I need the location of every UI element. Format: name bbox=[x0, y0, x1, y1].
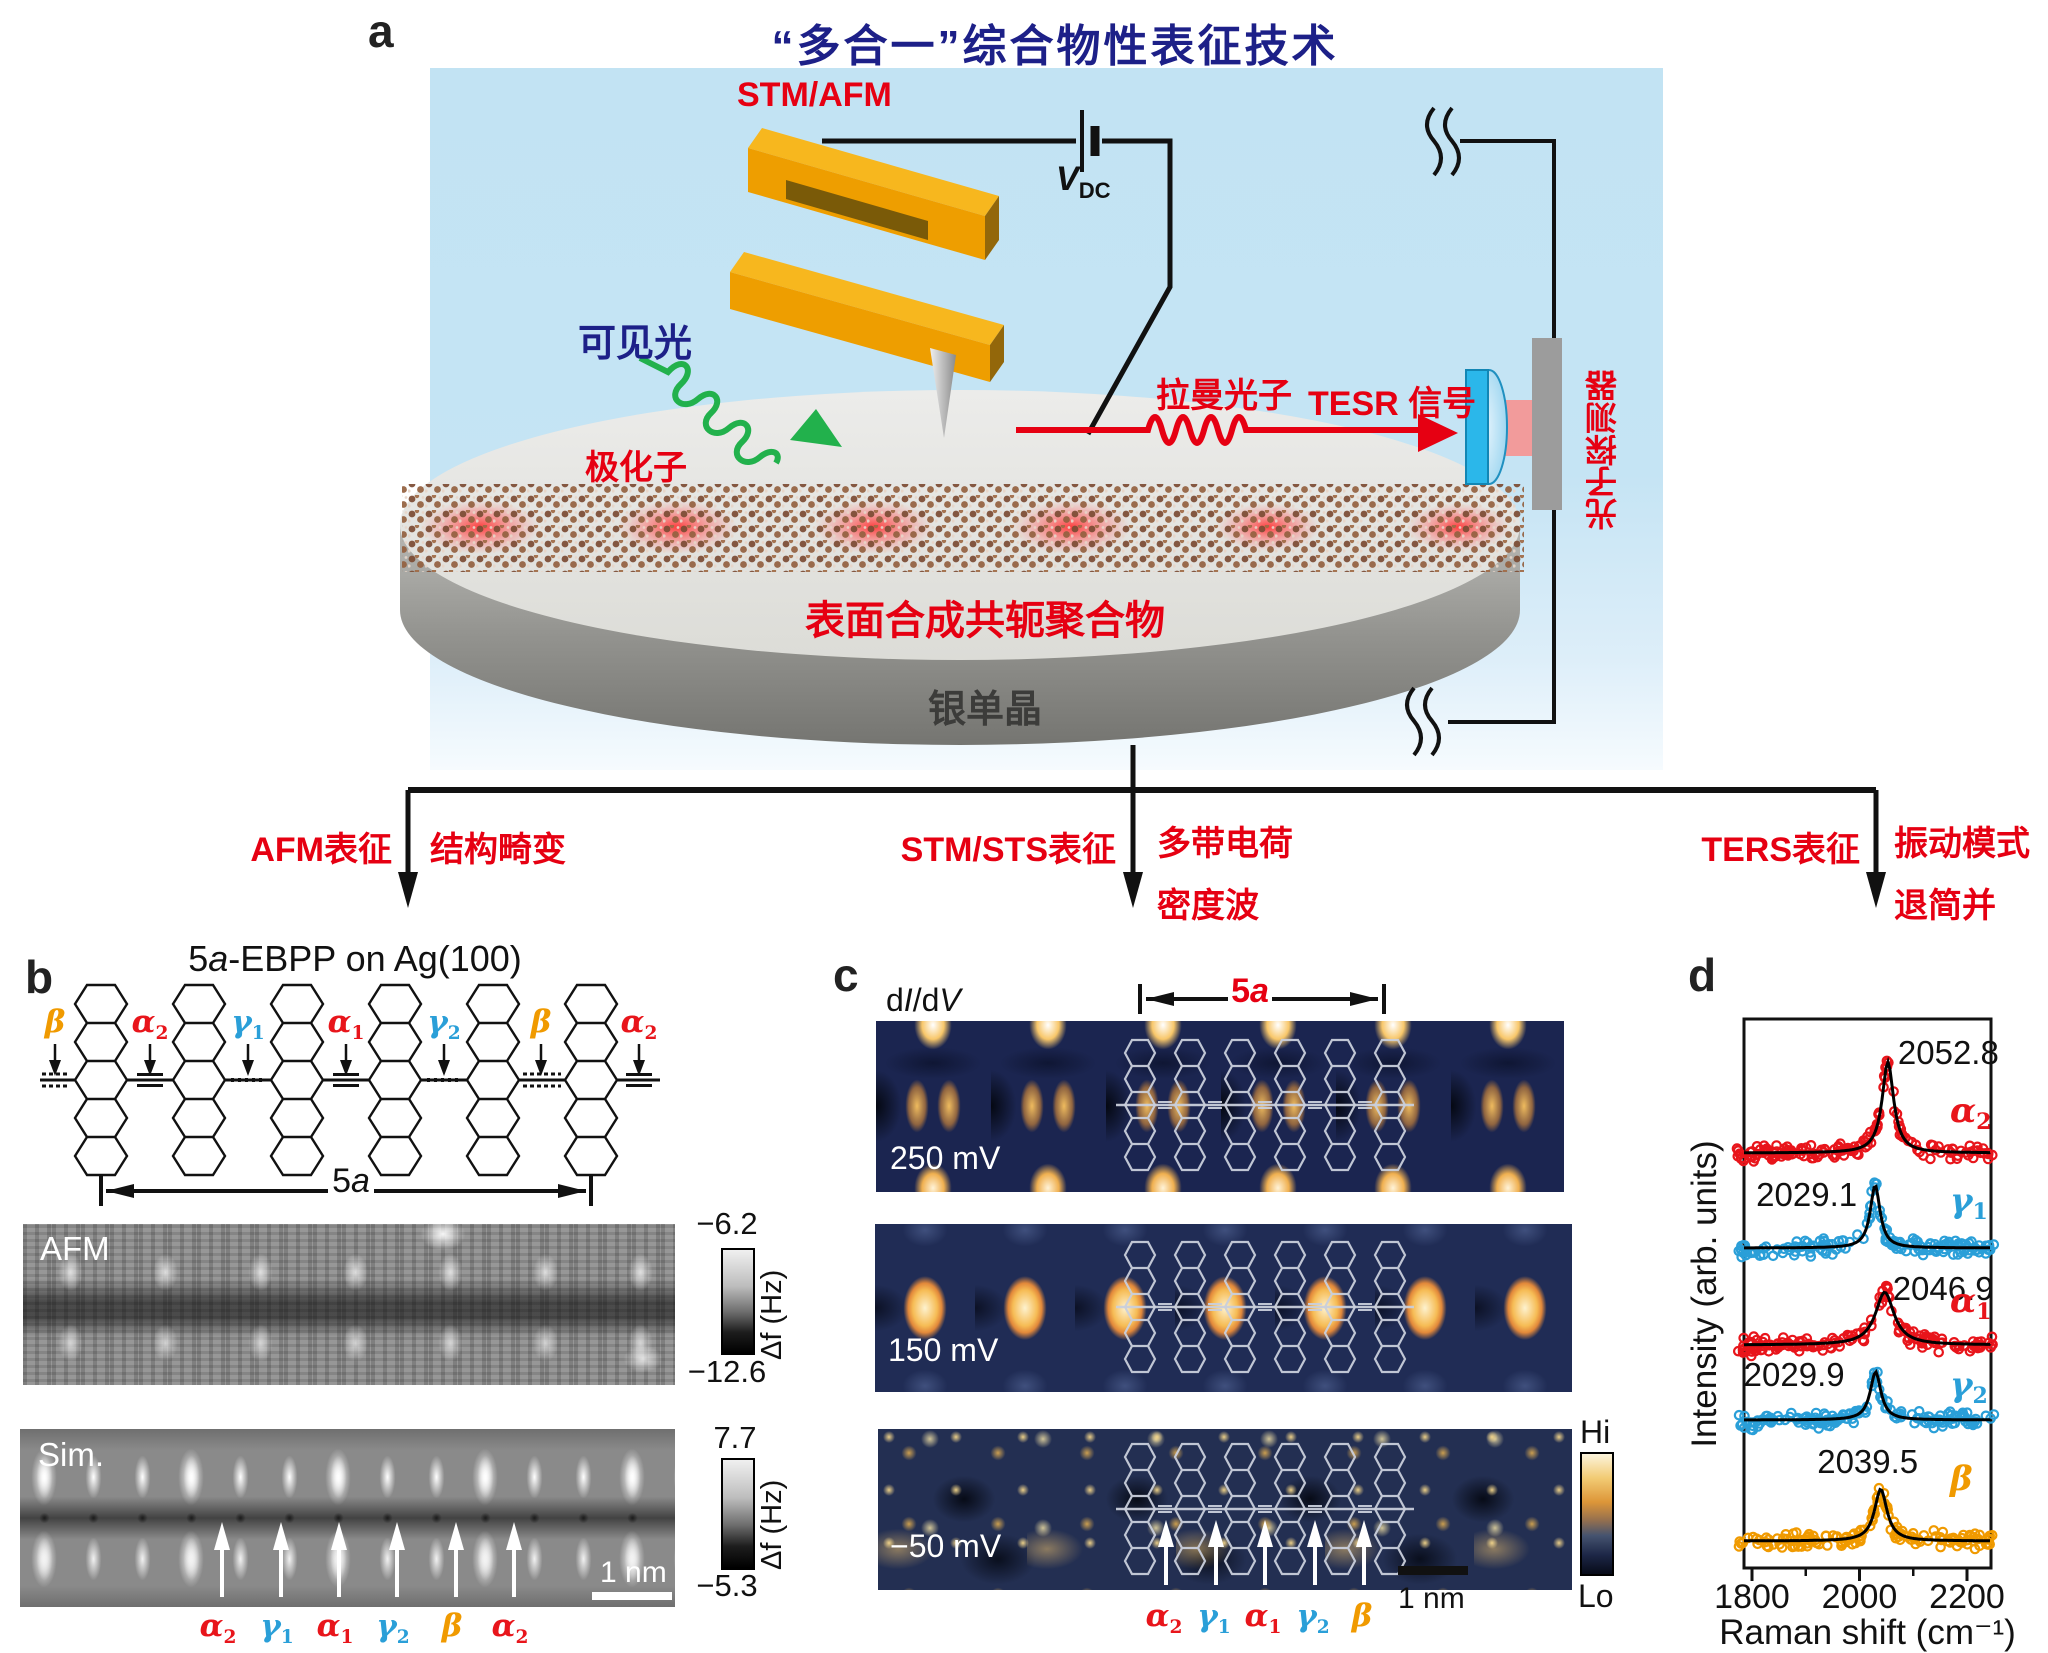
structure-chain-bonds bbox=[40, 1072, 660, 1088]
visible-light-label: 可见光 bbox=[578, 323, 693, 365]
sim-image-label: Sim. bbox=[38, 1436, 104, 1473]
sim-cbar-min: −5.3 bbox=[696, 1568, 758, 1603]
sim-site-5: α2 bbox=[491, 1608, 529, 1649]
svg-text:γ1: γ1 bbox=[1950, 1181, 1988, 1225]
branch-afm-method: AFM表征 bbox=[250, 831, 392, 869]
site-label-b-4: γ2 bbox=[427, 1004, 461, 1045]
site-label-b-0: β bbox=[44, 1004, 66, 1040]
didv-site-1: γ1 bbox=[1197, 1598, 1231, 1639]
branch-stm-result-2: 密度波 bbox=[1157, 887, 1259, 925]
sim-site-0: α2 bbox=[199, 1608, 237, 1649]
svg-text:1800: 1800 bbox=[1714, 1578, 1790, 1616]
didv-map-minus50mv bbox=[878, 1429, 1572, 1590]
sim-site-1: γ1 bbox=[260, 1608, 294, 1649]
site-pointer-arrows bbox=[49, 1044, 645, 1076]
svg-text:α2: α2 bbox=[1950, 1091, 1991, 1135]
svg-text:β: β bbox=[1948, 1459, 1973, 1499]
didv-site-3: γ2 bbox=[1296, 1598, 1330, 1639]
site-label-b-2: γ1 bbox=[231, 1004, 265, 1045]
svg-text:α1: α1 bbox=[1950, 1281, 1991, 1325]
bias-150mv: 150 mV bbox=[888, 1332, 999, 1368]
svg-text:2029.9: 2029.9 bbox=[1744, 1356, 1845, 1393]
afm-cbar-min: −12.6 bbox=[687, 1354, 767, 1389]
didv-site-2: α1 bbox=[1244, 1598, 1282, 1639]
polymer-label: 表面合成共轭聚合物 bbox=[805, 599, 1165, 643]
span-5a-label-b: 5a bbox=[332, 1162, 370, 1200]
sim-site-3: γ2 bbox=[376, 1608, 410, 1649]
panel-a-background bbox=[430, 68, 1663, 770]
stm-afm-label: STM/AFM bbox=[737, 76, 892, 114]
didv-label: dI/dV bbox=[886, 982, 961, 1018]
svg-text:2000: 2000 bbox=[1822, 1578, 1898, 1616]
substrate-label: 银单晶 bbox=[927, 689, 1043, 731]
sim-cbar-max: 7.7 bbox=[713, 1420, 757, 1455]
afm-simulation-image bbox=[20, 1429, 675, 1607]
branch-arrowheads bbox=[398, 872, 1886, 908]
didv-cbar-lo: Lo bbox=[1578, 1578, 1614, 1614]
branch-stm-method: STM/STS表征 bbox=[900, 831, 1116, 869]
sim-colorbar bbox=[721, 1458, 755, 1570]
panel-a-letter: a bbox=[368, 5, 394, 57]
site-label-b-6: α2 bbox=[620, 1004, 658, 1045]
sim-site-2: α1 bbox=[316, 1608, 354, 1649]
polaron-label: 极化子 bbox=[585, 449, 687, 487]
branch-ters-method: TERS表征 bbox=[1701, 831, 1860, 869]
sim-scalebar-label: 1 nm bbox=[600, 1556, 667, 1589]
panel-c-letter: c bbox=[833, 949, 859, 1001]
tesr-signal-label: TESR 信号 bbox=[1308, 385, 1477, 423]
svg-text:2200: 2200 bbox=[1929, 1578, 2005, 1616]
didv-site-4: β bbox=[1351, 1598, 1373, 1634]
didv-cbar-hi: Hi bbox=[1580, 1414, 1611, 1450]
panel-d-letter: d bbox=[1688, 949, 1717, 1001]
branch-ters-result-2: 退简并 bbox=[1894, 887, 1996, 925]
branch-afm-result: 结构畸变 bbox=[430, 831, 566, 869]
didv-map-150mv bbox=[875, 1224, 1572, 1392]
sim-site-4: β bbox=[441, 1608, 463, 1644]
didv-colorbar bbox=[1580, 1452, 1614, 1576]
span-5a-label-c: 5a bbox=[1231, 972, 1269, 1010]
panel-b-letter: b bbox=[25, 951, 54, 1003]
site-label-b-1: α2 bbox=[131, 1004, 169, 1045]
svg-text:2046.9: 2046.9 bbox=[1893, 1270, 1994, 1307]
svg-text:2052.8: 2052.8 bbox=[1898, 1034, 1999, 1071]
svg-text:γ2: γ2 bbox=[1950, 1365, 1988, 1409]
bias-minus50mv: −50 mV bbox=[890, 1528, 1002, 1564]
afm-cbar-unit: Δf (Hz) bbox=[756, 1269, 788, 1360]
didv-scalebar-label: 1 nm bbox=[1398, 1582, 1465, 1615]
svg-text:Intensity (arb. units): Intensity (arb. units) bbox=[1685, 1140, 1724, 1447]
svg-text:Raman shift (cm⁻¹): Raman shift (cm⁻¹) bbox=[1719, 1613, 2016, 1652]
afm-image-label: AFM bbox=[40, 1230, 110, 1267]
raman-photon-label: 拉曼光子 bbox=[1156, 377, 1292, 415]
site-label-b-3: α1 bbox=[327, 1004, 365, 1045]
vdc-label: VDC bbox=[1056, 160, 1111, 203]
sim-cbar-unit: Δf (Hz) bbox=[756, 1479, 788, 1570]
figure-title: “多合一”综合物性表征技术 bbox=[771, 22, 1339, 71]
photon-detector-label: 光子探测器 bbox=[1585, 370, 1621, 530]
bias-250mv: 250 mV bbox=[890, 1140, 1001, 1176]
site-label-b-5: β bbox=[530, 1004, 552, 1040]
afm-image bbox=[23, 1224, 675, 1385]
branch-stm-result-1: 多带电荷 bbox=[1157, 825, 1293, 863]
afm-cbar-max: −6.2 bbox=[696, 1206, 758, 1241]
svg-text:2039.5: 2039.5 bbox=[1817, 1443, 1918, 1480]
didv-site-0: α2 bbox=[1145, 1598, 1183, 1639]
afm-colorbar bbox=[721, 1248, 755, 1355]
panel-b-title: 5a-EBPP on Ag(100) bbox=[188, 938, 522, 979]
branch-ters-result-1: 振动模式 bbox=[1894, 825, 2030, 863]
svg-text:2029.1: 2029.1 bbox=[1756, 1176, 1857, 1213]
